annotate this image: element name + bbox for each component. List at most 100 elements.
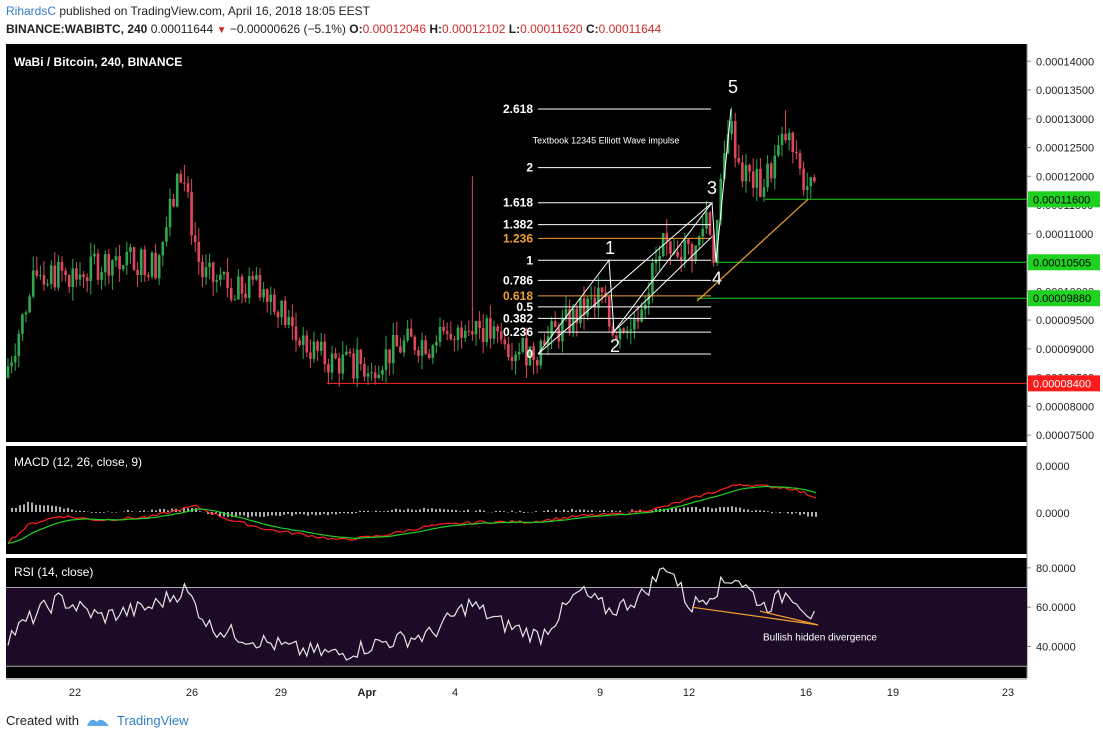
candle-body xyxy=(291,316,294,327)
candle-body xyxy=(255,275,258,280)
candle-body xyxy=(449,334,453,340)
tradingview-link[interactable]: TradingView xyxy=(116,713,189,728)
candle-body xyxy=(471,331,474,335)
author-link[interactable]: RihardsC xyxy=(6,4,57,18)
candle-body xyxy=(748,164,751,172)
candle-body xyxy=(615,335,618,340)
candle-body xyxy=(139,249,143,276)
rsi-divergence-line xyxy=(759,610,819,626)
main-chart-title: WaBi / Bitcoin, 240, BINANCE xyxy=(14,55,182,69)
candles-group xyxy=(6,107,816,388)
wave-label-4: 4 xyxy=(712,269,722,289)
candle-body xyxy=(118,256,121,270)
candle-body xyxy=(456,327,460,341)
candle-body xyxy=(424,340,427,354)
candle-body xyxy=(543,340,546,346)
chart-canvas[interactable]: WaBi / Bitcoin, 240, BINANCE MACD (12, 26… xyxy=(0,40,1103,710)
time-tick-label: 12 xyxy=(683,687,695,699)
candle-body xyxy=(10,362,13,367)
candle-body xyxy=(417,350,420,356)
rsi-title: RSI (14, close) xyxy=(14,565,93,579)
candle-body xyxy=(13,355,17,363)
price-tick-label: 0.00011000 xyxy=(1036,229,1093,241)
price-label-value: 0.00010505 xyxy=(1033,257,1091,269)
macd-panel xyxy=(6,446,1027,554)
candle-body xyxy=(600,287,604,293)
fib-level-label: 0 xyxy=(526,347,533,361)
candle-body xyxy=(413,336,417,351)
wave-label-3: 3 xyxy=(707,178,717,198)
candle-body xyxy=(384,349,388,370)
price-change: −0.00000626 (−5.1%) xyxy=(229,22,346,36)
candle-body xyxy=(611,326,615,336)
candle-body xyxy=(525,338,528,366)
candle-body xyxy=(381,369,384,375)
candle-body xyxy=(71,268,75,288)
candle-body xyxy=(193,235,197,243)
candle-body xyxy=(442,326,445,332)
candle-body xyxy=(373,372,377,379)
low-label: L: xyxy=(508,22,521,36)
rsi-band xyxy=(6,587,1027,667)
candle-body xyxy=(651,263,654,294)
candle-body xyxy=(247,275,251,298)
candle-body xyxy=(636,318,640,322)
candle-body xyxy=(172,198,175,207)
macd-tick-label: 0.0000 xyxy=(1036,461,1070,473)
candle-body xyxy=(514,354,517,362)
candle-body xyxy=(697,236,701,246)
candle-body xyxy=(730,121,733,134)
candle-body xyxy=(366,373,370,377)
candle-body xyxy=(773,155,777,179)
macd-tick-label: 0.0000 xyxy=(1036,508,1070,520)
candle-body xyxy=(607,296,611,327)
time-axis-bg xyxy=(6,678,1027,706)
candle-body xyxy=(557,327,561,342)
candle-body xyxy=(791,132,795,153)
price-label-value: 0.00008400 xyxy=(1033,378,1091,390)
candle-body xyxy=(240,276,244,294)
rsi-divergence-line xyxy=(691,606,819,626)
candle-body xyxy=(431,345,435,358)
candle-body xyxy=(622,328,625,332)
price-label-box xyxy=(1028,254,1100,271)
candle-body xyxy=(309,352,312,359)
candle-body xyxy=(550,321,553,337)
candle-body xyxy=(330,353,334,373)
price-tick-label: 0.00014000 xyxy=(1036,56,1094,68)
candle-body xyxy=(136,269,139,276)
candle-body xyxy=(168,198,172,228)
candle-body xyxy=(478,321,481,328)
candle-body xyxy=(658,255,661,261)
candle-body xyxy=(82,274,85,278)
time-tick-label: Apr xyxy=(358,687,378,699)
candle-body xyxy=(147,275,150,277)
candle-body xyxy=(190,191,193,236)
fib-level-label: 1.382 xyxy=(503,218,533,232)
high-value: 0.00012102 xyxy=(442,22,506,36)
price-label-value: 0.00009880 xyxy=(1033,293,1091,305)
candle-body xyxy=(564,309,568,319)
time-tick-label: 9 xyxy=(597,687,603,699)
fib-level-label: 1.618 xyxy=(503,196,533,210)
candle-body xyxy=(683,239,687,261)
candle-body xyxy=(85,277,89,282)
candle-body xyxy=(17,333,21,356)
close-value: 0.00011644 xyxy=(598,22,662,36)
candle-body xyxy=(186,183,190,192)
candle-body xyxy=(769,163,773,179)
candle-body xyxy=(355,349,359,379)
candle-body xyxy=(813,177,816,182)
candle-body xyxy=(204,267,208,278)
price-tick-label: 0.00012500 xyxy=(1036,143,1094,155)
candle-body xyxy=(687,239,690,245)
macd-signal-line xyxy=(7,485,817,545)
candle-body xyxy=(125,251,129,266)
tradingview-logo-icon xyxy=(86,719,109,726)
candle-body xyxy=(348,351,352,354)
time-tick-label: 16 xyxy=(800,687,812,699)
published-text: published on TradingView.com, April 16, … xyxy=(59,4,371,18)
candle-body xyxy=(579,298,582,324)
candle-body xyxy=(532,346,535,360)
candle-body xyxy=(553,321,557,328)
